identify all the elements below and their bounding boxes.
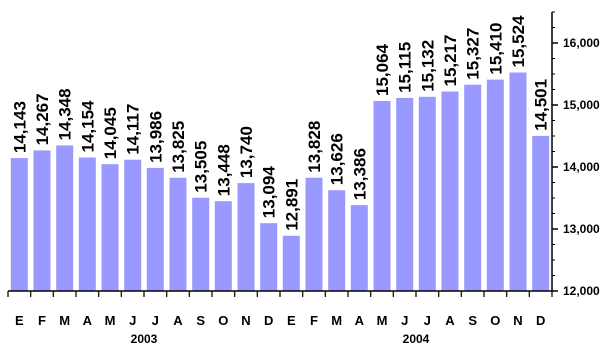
x-tick-label: E (287, 313, 296, 328)
bar (124, 159, 142, 291)
x-tick-label: E (15, 313, 24, 328)
bar (56, 145, 74, 291)
y-axis-ticks: 12,000 13,000 14,000 15,000 16,000 (552, 11, 600, 298)
bar (305, 177, 323, 291)
bar (101, 164, 119, 291)
x-tick-label: S (196, 313, 205, 328)
x-tick-label: O (218, 313, 228, 328)
bars-group (10, 72, 550, 292)
data-label: 14,117 (124, 104, 143, 155)
data-label: 15,327 (464, 28, 483, 80)
data-label: 14,154 (78, 100, 97, 153)
year-label: 2003 (131, 332, 158, 346)
bar (214, 201, 232, 291)
bar (350, 205, 368, 291)
y-tick-label: 14,000 (563, 160, 600, 174)
data-label: 15,217 (441, 35, 460, 87)
data-label: 12,891 (282, 179, 301, 231)
x-tick-label: J (129, 313, 136, 328)
x-tick-label: F (310, 313, 318, 328)
bar (146, 167, 164, 291)
data-label: 15,524 (509, 15, 528, 68)
data-label: 14,045 (101, 107, 120, 159)
data-label: 13,825 (169, 121, 188, 173)
bar (464, 84, 482, 291)
data-label: 13,505 (192, 141, 211, 193)
data-labels-group: 14,143 14,267 14,348 14,154 14,045 14,117 13,9… (10, 15, 550, 231)
x-tick-label: A (173, 313, 183, 328)
bar (282, 235, 300, 291)
x-axis-ticks (7, 291, 553, 297)
x-tick-label: N (241, 313, 250, 328)
bar (441, 91, 459, 291)
y-tick-label: 15,000 (563, 98, 600, 112)
x-tick-label: J (152, 313, 159, 328)
y-tick-label: 12,000 (563, 284, 600, 298)
x-tick-label: M (59, 313, 70, 328)
bar (192, 197, 210, 291)
x-tick-label: J (424, 313, 431, 328)
bar (78, 157, 96, 291)
x-tick-label: M (105, 313, 116, 328)
data-label: 13,986 (146, 111, 165, 163)
bar (373, 101, 391, 291)
data-label: 13,626 (328, 133, 347, 185)
data-label: 13,828 (305, 121, 324, 173)
bar (486, 79, 504, 291)
bar (509, 72, 527, 291)
data-label: 15,064 (373, 43, 392, 96)
year-labels-group: 2003 2004 (131, 332, 430, 346)
bar (418, 96, 436, 291)
x-tick-label: A (445, 313, 455, 328)
x-tick-label: O (490, 313, 500, 328)
data-label: 14,143 (10, 101, 29, 153)
bar (328, 190, 346, 291)
data-label: 14,267 (33, 93, 52, 145)
y-tick-label: 16,000 (563, 36, 600, 50)
x-tick-label: D (536, 313, 545, 328)
x-tick-label: S (468, 313, 477, 328)
x-tick-label: A (355, 313, 365, 328)
data-label: 15,115 (396, 42, 415, 93)
x-tick-label: M (331, 313, 342, 328)
bar (396, 97, 414, 292)
bar (169, 177, 187, 291)
x-tick-label: M (377, 313, 388, 328)
x-tick-label: N (513, 313, 522, 328)
data-label: 15,132 (418, 40, 437, 92)
y-tick-label: 13,000 (563, 222, 600, 236)
data-label: 14,348 (56, 88, 75, 140)
data-label: 15,410 (486, 23, 505, 75)
bar (237, 183, 255, 291)
data-label: 13,448 (214, 144, 233, 196)
data-label: 13,094 (260, 166, 279, 219)
bar (260, 223, 278, 291)
bar (10, 158, 28, 291)
data-label: 13,386 (350, 148, 369, 200)
bar (532, 135, 550, 291)
year-label: 2004 (403, 332, 430, 346)
x-tick-label: D (264, 313, 273, 328)
x-tick-label: J (401, 313, 408, 328)
x-tick-label: A (83, 313, 93, 328)
data-label: 14,501 (532, 79, 551, 131)
bar (33, 150, 51, 291)
data-label: 13,740 (237, 126, 256, 178)
x-tick-label: F (38, 313, 46, 328)
